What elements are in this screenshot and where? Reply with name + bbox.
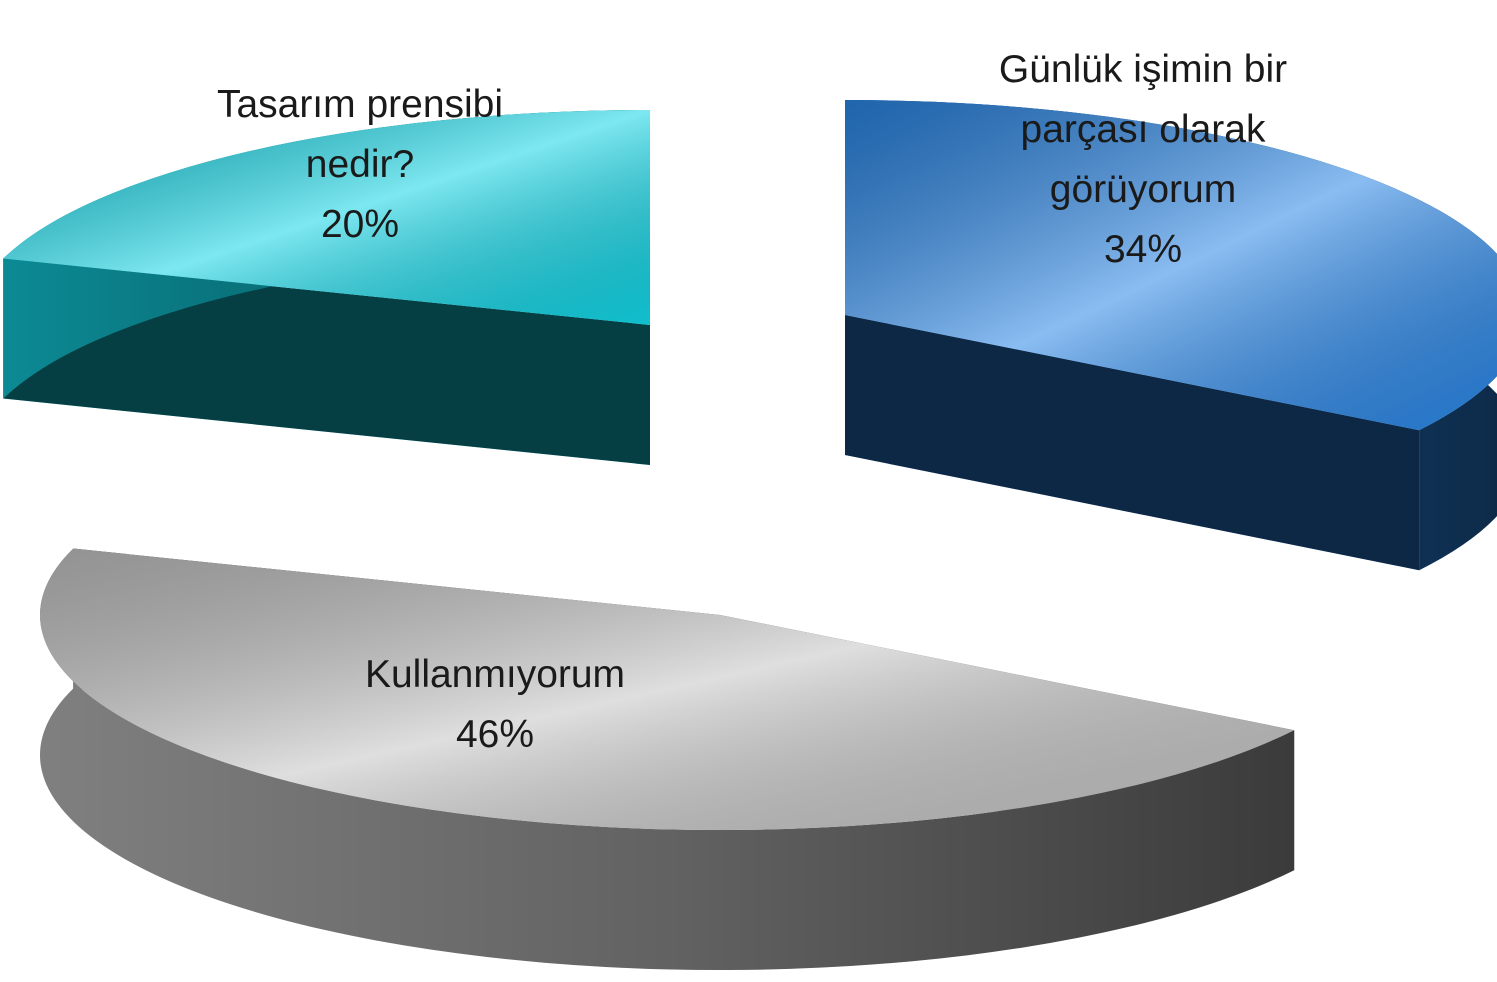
slice-side-shade <box>845 315 1420 571</box>
slice-shine <box>39 548 1295 830</box>
value-label: 34% <box>1103 228 1183 271</box>
category-label: Günlük işimin bir parçası olarak görüyor… <box>998 48 1288 211</box>
category-label: Kullanmıyorum <box>364 653 626 696</box>
slice-label: Tasarım prensibi nedir? 20% <box>190 75 530 255</box>
slice-label: Kullanmıyorum 46% <box>295 645 695 765</box>
category-label: Tasarım prensibi nedir? <box>216 83 504 186</box>
value-label: 46% <box>455 713 535 756</box>
slice-label: Günlük işimin bir parçası olarak görüyor… <box>963 40 1323 280</box>
slice-shine <box>3 110 651 325</box>
slice-shine <box>845 100 1497 431</box>
slice-wall-shade <box>39 548 1295 970</box>
value-label: 20% <box>320 203 400 246</box>
